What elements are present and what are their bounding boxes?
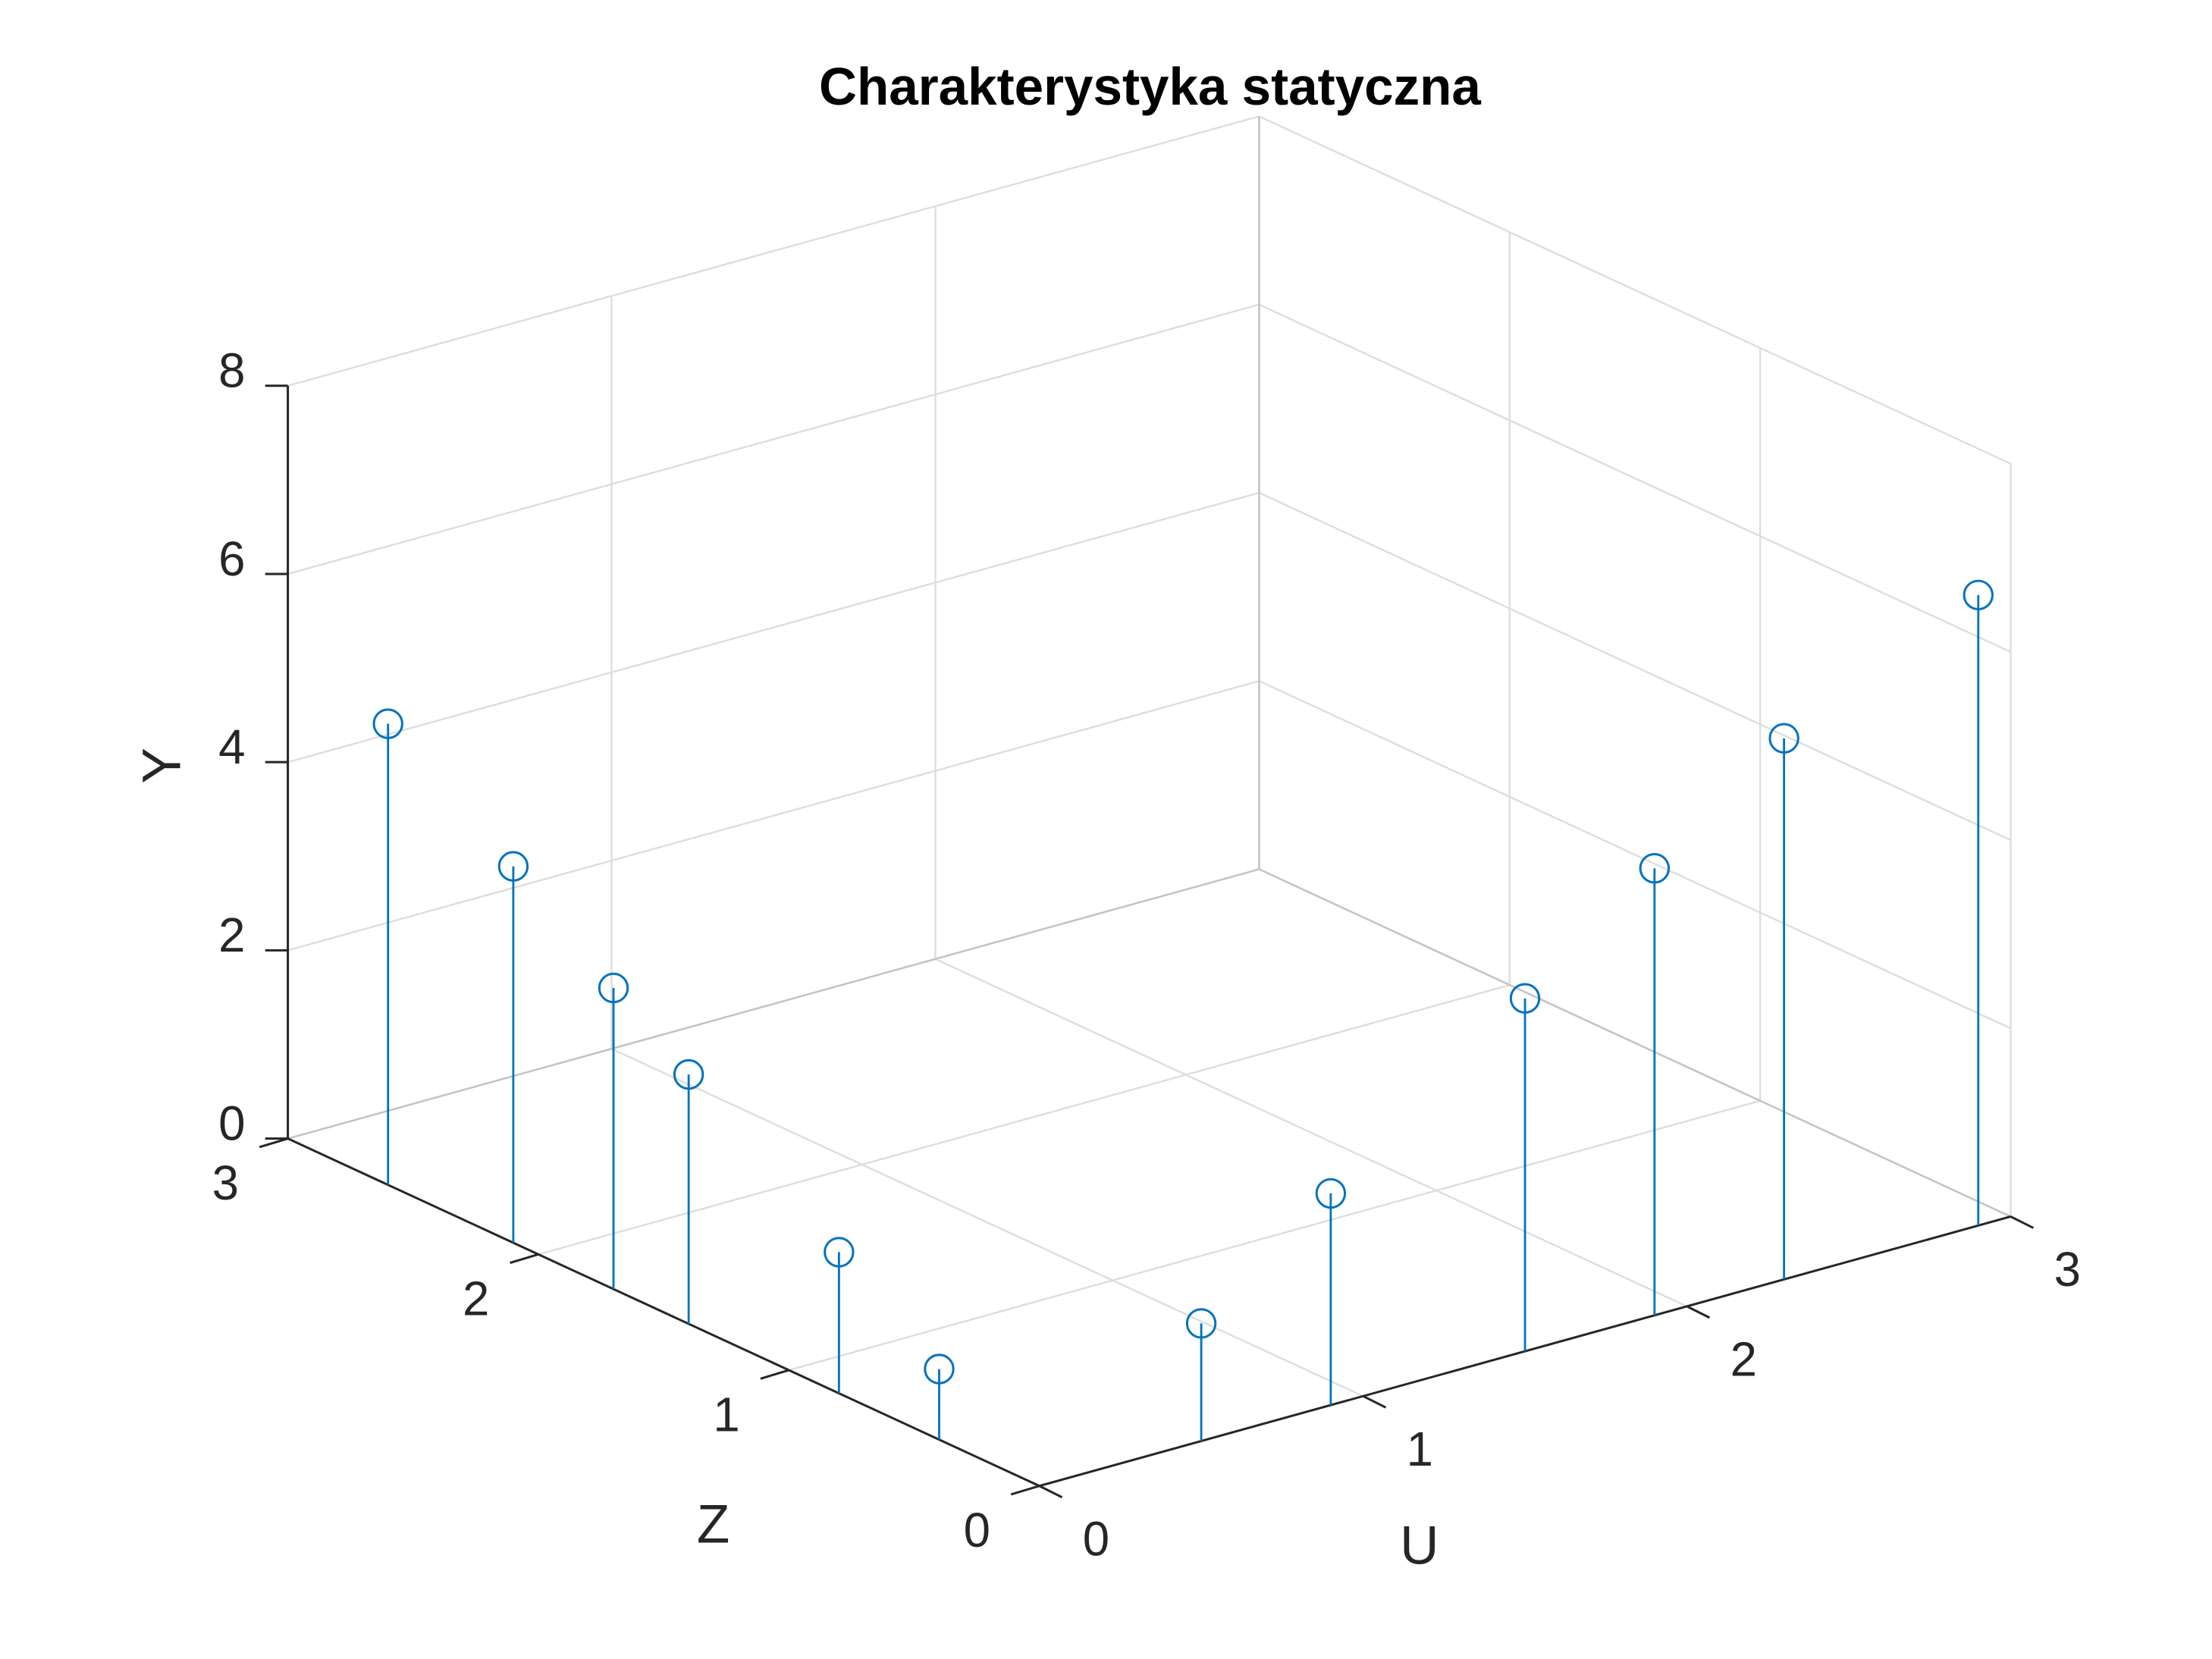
stem-marker bbox=[497, 851, 529, 882]
z-tick-label: 4 bbox=[218, 720, 245, 774]
grid-line bbox=[1258, 115, 2011, 465]
x-tick-label: 1 bbox=[1407, 1422, 1433, 1476]
grid-line bbox=[611, 1048, 1364, 1397]
stem-marker bbox=[824, 1237, 855, 1268]
z-tick-label: 2 bbox=[218, 908, 245, 962]
stem-marker bbox=[924, 1353, 955, 1385]
stem-marker bbox=[1509, 983, 1541, 1014]
y-tick-label: 3 bbox=[212, 1156, 239, 1210]
y-tick-label: 1 bbox=[713, 1388, 739, 1441]
box-edge bbox=[1258, 868, 2011, 1218]
z-tick-label: 6 bbox=[218, 532, 245, 586]
x-tick bbox=[2010, 1215, 2035, 1229]
stem-marker bbox=[598, 972, 629, 1004]
x-tick-label: 2 bbox=[1730, 1332, 1757, 1386]
y-tick-label: 2 bbox=[463, 1272, 489, 1326]
y-axis-title: Z bbox=[697, 1495, 729, 1555]
grid-line bbox=[538, 983, 1511, 1256]
grid-line bbox=[788, 1099, 1761, 1372]
stem-marker bbox=[1963, 579, 1994, 610]
grid-line bbox=[1258, 303, 2011, 653]
grid-line bbox=[287, 679, 1260, 952]
y-tick bbox=[760, 1369, 789, 1380]
z-tick-label: 0 bbox=[218, 1096, 245, 1150]
x-tick bbox=[1362, 1394, 1387, 1409]
x-tick-label: 3 bbox=[2054, 1243, 2081, 1297]
x-tick-label: 0 bbox=[1083, 1512, 1109, 1566]
box-edge bbox=[287, 868, 1260, 1140]
x-tick bbox=[1686, 1305, 1711, 1319]
stem-marker bbox=[673, 1058, 704, 1090]
y-tick bbox=[510, 1253, 539, 1264]
y-tick bbox=[259, 1137, 289, 1149]
stem-marker bbox=[1639, 853, 1671, 884]
grid-line bbox=[1258, 680, 2011, 1030]
stem-marker bbox=[1315, 1178, 1347, 1209]
chart-title: Charakterystyka statyczna bbox=[819, 57, 1481, 116]
z-axis-title: Y bbox=[133, 748, 193, 783]
y-tick bbox=[1010, 1485, 1040, 1496]
stem-marker bbox=[1768, 723, 1799, 754]
grid-line bbox=[287, 303, 1260, 575]
z-tick-label: 8 bbox=[218, 344, 245, 398]
x-tick bbox=[1038, 1485, 1063, 1499]
x-axis-title: U bbox=[1400, 1516, 1439, 1576]
y-tick-label: 0 bbox=[964, 1504, 990, 1557]
y-axis-line bbox=[287, 1137, 1040, 1488]
grid-line bbox=[287, 115, 1260, 387]
grid-line bbox=[1258, 491, 2011, 842]
grid-line bbox=[934, 958, 1688, 1308]
stem-marker bbox=[1185, 1308, 1217, 1339]
stem-marker bbox=[372, 708, 403, 739]
grid-line bbox=[287, 491, 1260, 764]
